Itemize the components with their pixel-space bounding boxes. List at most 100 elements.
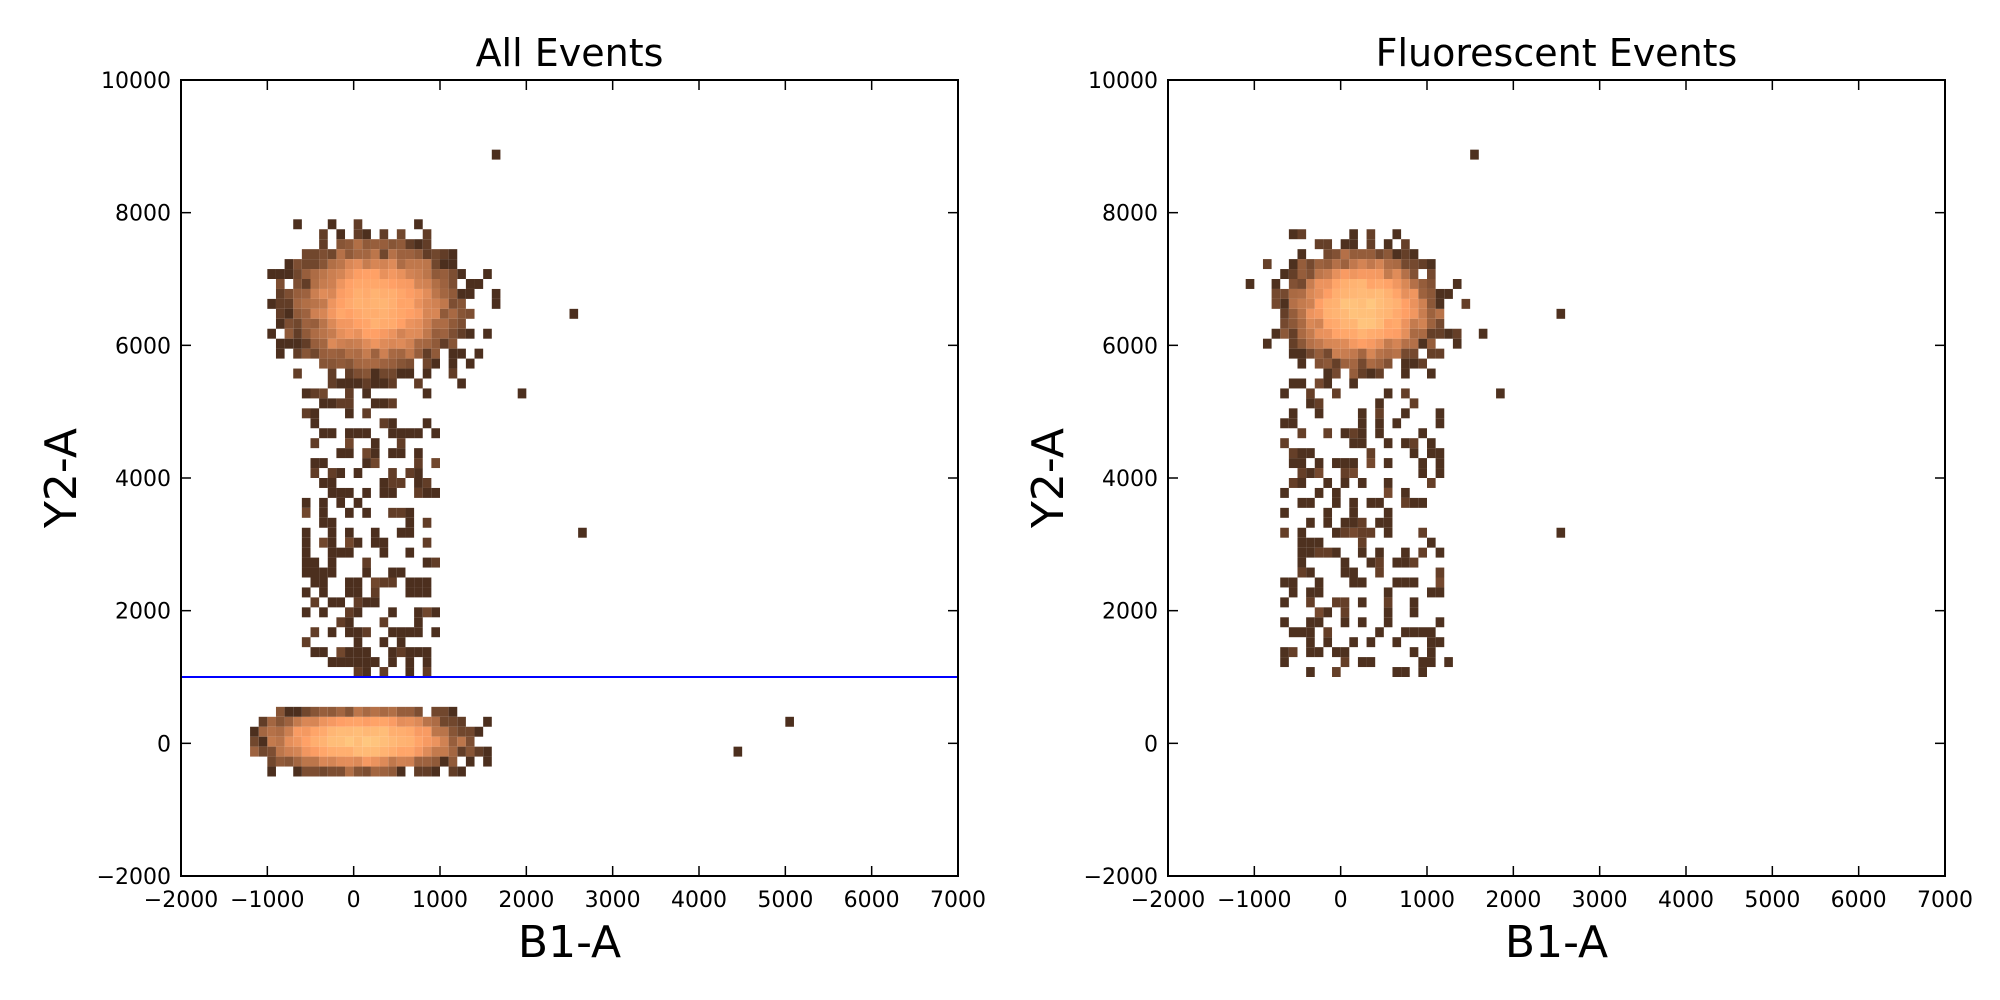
density-cell [310, 269, 320, 279]
density-cell [1383, 288, 1393, 299]
density-cell [301, 408, 311, 419]
density-cell [379, 418, 389, 429]
density-cell [1427, 348, 1436, 359]
density-cell [1306, 567, 1315, 578]
density-cell [327, 328, 337, 339]
density-cell [440, 756, 449, 767]
density-cell [1340, 607, 1350, 618]
density-cell [1332, 597, 1341, 608]
density-cell [319, 298, 328, 309]
density-cell [1375, 368, 1384, 379]
density-cell [388, 448, 397, 459]
density-cell [353, 338, 363, 349]
density-cell [370, 766, 380, 777]
density-cell [422, 249, 432, 260]
density-cell [336, 497, 346, 508]
density-cell [327, 746, 337, 757]
density-cell [1349, 428, 1358, 439]
density-cell [362, 358, 371, 369]
density-cell [362, 766, 371, 777]
density-cell [1340, 328, 1350, 339]
density-cell [1297, 308, 1307, 319]
density-cell [1435, 408, 1445, 419]
density-cell [310, 388, 320, 399]
density-cell [345, 358, 354, 369]
density-cell [379, 259, 389, 270]
density-cell [1392, 637, 1402, 648]
density-cell [1375, 517, 1384, 528]
density-cell [293, 328, 302, 339]
density-cell [1306, 637, 1315, 648]
density-cell [1409, 577, 1419, 588]
density-cell [1427, 318, 1436, 329]
density-cell [327, 308, 337, 319]
density-cell [1383, 249, 1393, 260]
density-cell [1427, 647, 1436, 658]
density-cell [1349, 527, 1358, 538]
density-cell [353, 647, 363, 658]
density-cell [431, 249, 440, 260]
density-cell [1357, 418, 1367, 429]
density-cell [388, 567, 397, 578]
density-cell [1280, 388, 1289, 399]
density-cell [414, 448, 423, 459]
density-cell [1383, 388, 1393, 399]
density-cell [370, 577, 380, 588]
density-cell [379, 746, 389, 757]
density-cell [379, 716, 389, 727]
x-tick-label: 4000 [671, 888, 727, 913]
density-cell [293, 219, 302, 230]
density-cell [388, 468, 397, 478]
density-cell [1323, 259, 1333, 270]
density-cell [396, 229, 406, 240]
density-cell [388, 428, 397, 439]
density-cell [275, 736, 285, 747]
density-cell [1401, 388, 1410, 399]
density-cell [293, 318, 302, 329]
density-cell [474, 726, 484, 737]
density-cell [414, 239, 423, 250]
density-cell [345, 657, 354, 668]
density-cell [301, 756, 311, 767]
density-cell [353, 468, 363, 478]
density-cell [1314, 487, 1324, 498]
density-cell [1306, 288, 1315, 299]
density-cell [336, 726, 346, 737]
density-cell [1418, 308, 1427, 319]
density-cell [1332, 647, 1341, 658]
density-cell [293, 338, 302, 349]
density-cell [1427, 298, 1436, 309]
density-cell [1288, 408, 1298, 419]
density-cell [379, 368, 389, 379]
density-cell [353, 269, 363, 279]
density-cell [1323, 428, 1333, 439]
density-cell [1297, 537, 1307, 548]
density-cell [405, 428, 415, 439]
density-cell [1366, 279, 1376, 289]
density-cell [362, 746, 371, 757]
density-cell [345, 298, 354, 309]
density-cell [1349, 577, 1358, 588]
density-cell [336, 348, 346, 359]
density-cell [1383, 487, 1393, 498]
density-cell [422, 487, 432, 498]
density-cell [1409, 647, 1419, 658]
density-cell [1409, 358, 1419, 369]
density-cell [388, 726, 397, 737]
density-cell [327, 378, 337, 389]
density-cell [345, 348, 354, 359]
density-cell [370, 348, 380, 359]
density-cell [379, 338, 389, 349]
density-cell [491, 288, 501, 299]
density-cell [465, 746, 475, 757]
density-cell [448, 766, 458, 777]
density-cell [388, 318, 397, 329]
density-cell [1314, 468, 1324, 478]
density-cell [362, 259, 371, 270]
density-cell [1280, 438, 1289, 449]
density-cell [1357, 318, 1367, 329]
density-cell [1297, 478, 1307, 488]
density-cell [336, 279, 346, 289]
density-cell [362, 657, 371, 668]
density-cell [457, 328, 466, 339]
